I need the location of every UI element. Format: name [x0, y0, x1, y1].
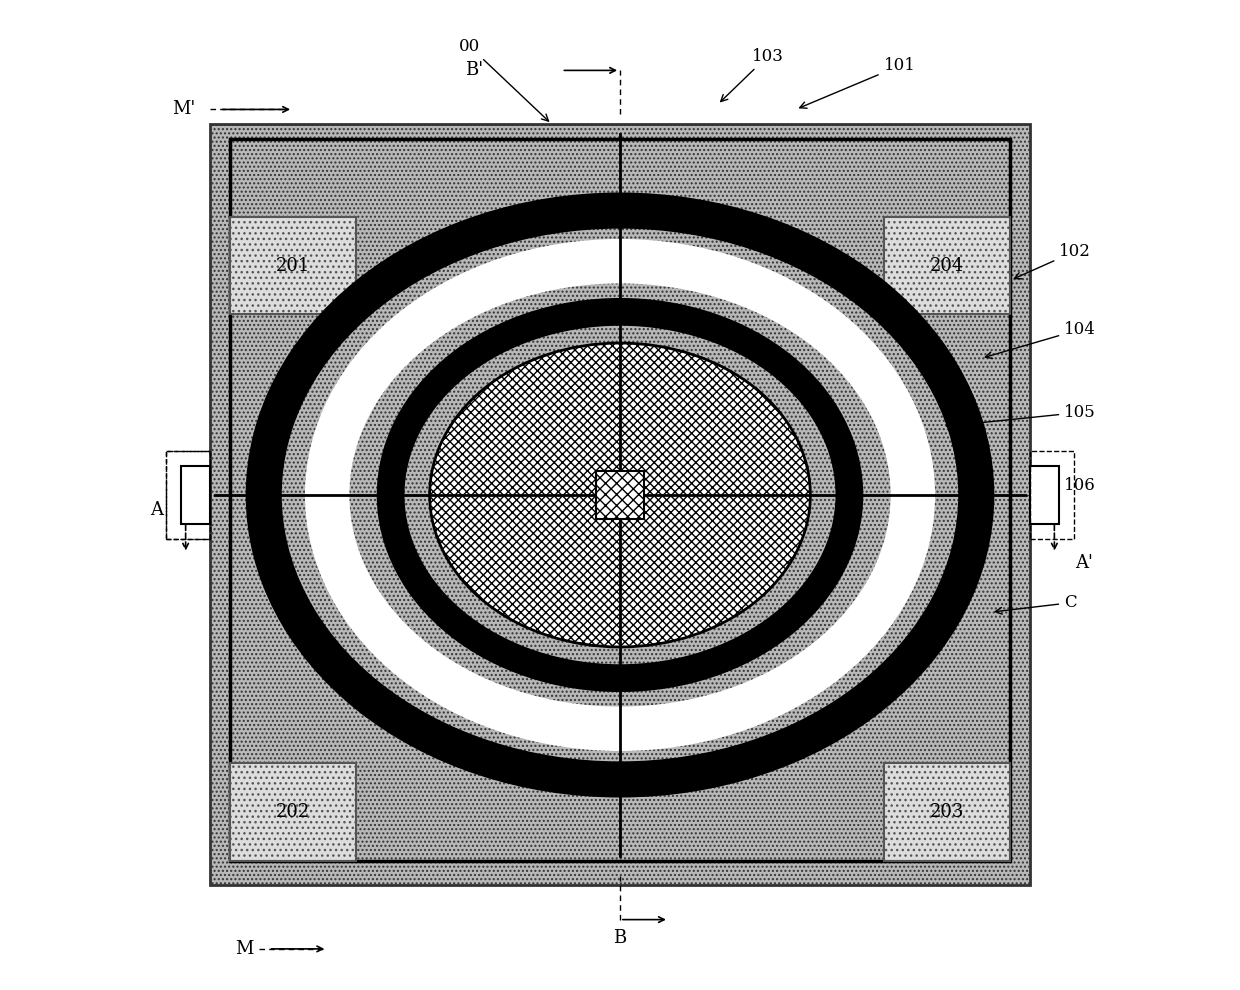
Text: B: B [614, 930, 626, 947]
Text: B': B' [465, 61, 484, 79]
Text: M: M [236, 940, 254, 958]
Text: 00: 00 [459, 38, 548, 121]
Text: 204: 204 [930, 256, 965, 274]
Bar [181, 465, 210, 525]
Text: C: C [996, 594, 1076, 614]
Ellipse shape [429, 343, 811, 647]
Bar [1030, 465, 1059, 525]
Text: 203: 203 [930, 803, 965, 822]
Text: 104: 104 [986, 321, 1096, 358]
Bar [166, 451, 210, 539]
Bar [884, 217, 1011, 315]
Text: 201: 201 [275, 256, 310, 274]
Text: 101: 101 [800, 57, 915, 108]
Text: 103: 103 [720, 48, 784, 102]
Text: 102: 102 [1014, 243, 1091, 279]
Text: 202: 202 [275, 803, 310, 822]
Bar [1030, 451, 1074, 539]
Text: A': A' [1075, 554, 1092, 572]
Bar [884, 763, 1011, 861]
Text: 106: 106 [1034, 477, 1096, 496]
Bar [210, 124, 1030, 885]
Text: A: A [150, 501, 162, 519]
Bar [229, 139, 1011, 861]
Text: M': M' [172, 100, 196, 119]
Bar [595, 470, 645, 520]
Bar [229, 763, 356, 861]
Text: 105: 105 [946, 404, 1096, 429]
Bar [229, 217, 356, 315]
